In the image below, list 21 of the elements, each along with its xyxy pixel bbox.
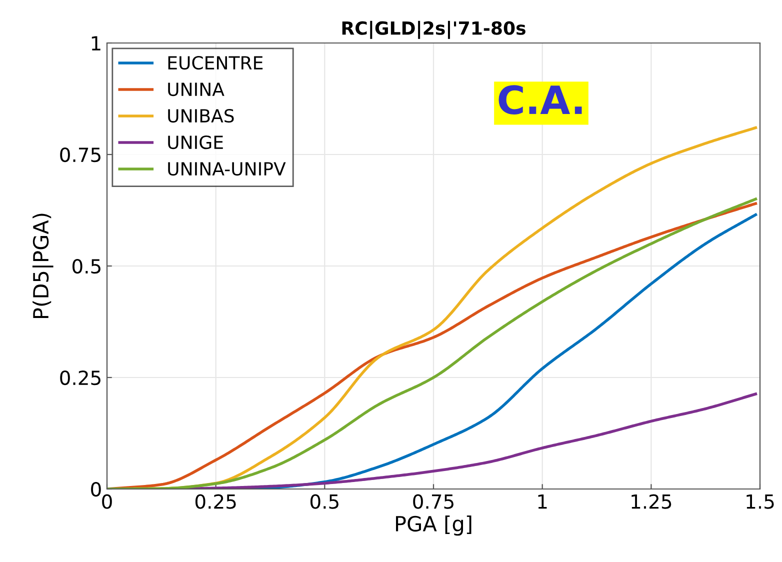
y-tick-label: 0.75 — [60, 147, 100, 162]
legend-label: UNIBAS — [168, 108, 234, 123]
x-tick-label: 0 — [102, 494, 112, 509]
y-tick-label: 0.25 — [60, 370, 100, 386]
x-tick-label: 0.75 — [413, 494, 454, 509]
annotation: C.A. — [498, 85, 582, 114]
x-tick-label: 1.25 — [632, 494, 672, 509]
y-tick-label: 0.5 — [72, 258, 100, 274]
legend-label: UNINA — [168, 82, 224, 96]
x-tick-label: 1 — [538, 494, 547, 509]
legend-label: UNIGE — [168, 135, 223, 150]
x-tick-label: 1.5 — [746, 494, 774, 509]
legend-label: UNINA-UNIPV — [168, 162, 286, 176]
x-tick-label: 0.5 — [310, 494, 338, 509]
chart-title: RC|GLD|2s|'71-80s — [342, 20, 526, 39]
y-axis-title: P(D5|PGA) — [32, 214, 54, 318]
x-tick-label: 0.25 — [195, 494, 236, 509]
x-axis-title: PGA [g] — [396, 515, 472, 536]
y-tick-label: 1 — [92, 36, 100, 50]
y-tick-label: 0 — [91, 482, 101, 497]
legend-label: EUCENTRE — [168, 56, 263, 70]
